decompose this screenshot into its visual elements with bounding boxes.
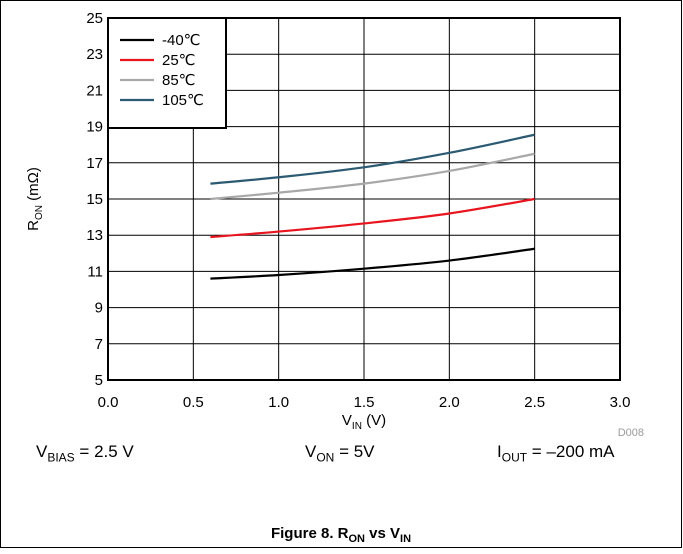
y-tick-label: 19 xyxy=(86,119,103,136)
series-line xyxy=(210,133,535,185)
y-tick-label: 11 xyxy=(87,263,103,280)
y-axis-label: RON (mΩ) xyxy=(25,167,45,231)
caption-sub-in: IN xyxy=(400,533,412,545)
plot-area-border xyxy=(107,17,621,381)
x-tick-label: 3.0 xyxy=(610,394,631,411)
legend-label: 105℃ xyxy=(162,92,204,109)
series-lines xyxy=(210,133,535,280)
x-tick-label: 1.5 xyxy=(354,394,375,411)
von-sub: ON xyxy=(316,450,335,465)
legend: -40℃ 25℃ 85℃ 105℃ xyxy=(107,17,227,129)
x-tick-label: 0.0 xyxy=(98,394,119,411)
x-axis-label-sub: IN xyxy=(352,421,362,432)
y-tick-label: 25 xyxy=(86,10,103,27)
iout-main: I xyxy=(497,442,502,461)
condition-vbias: VBIAS = 2.5 V xyxy=(36,442,134,464)
caption-sub-on: ON xyxy=(348,533,365,545)
chart: 0.0 0.5 1.0 1.5 2.0 2.5 3.0 5 7 9 11 13 15 17 19 21 23 25… xyxy=(25,10,644,439)
y-axis-label-unit: (mΩ) xyxy=(25,167,42,205)
y-tick-label: 17 xyxy=(86,155,103,172)
x-tick-label: 2.5 xyxy=(524,394,545,411)
x-tick-label: 2.0 xyxy=(439,394,460,411)
condition-iout: IOUT = –200 mA xyxy=(497,442,615,464)
iout-sub: OUT xyxy=(501,450,528,465)
series-line xyxy=(210,152,535,201)
y-tick-label: 23 xyxy=(86,46,103,63)
vbias-sub: BIAS xyxy=(47,450,75,465)
y-tick-label: 5 xyxy=(95,372,103,389)
caption-prefix: Figure 8. R xyxy=(270,525,349,542)
vbias-value: = 2.5 V xyxy=(74,442,134,461)
y-tick-label: 15 xyxy=(86,191,103,208)
x-axis-label-main: V xyxy=(342,412,352,429)
y-axis-label-main: R xyxy=(25,220,42,231)
y-axis-label-sub: ON xyxy=(34,205,45,220)
legend-label: 25℃ xyxy=(162,52,196,69)
x-axis-label-unit: (V) xyxy=(362,412,386,429)
series-line xyxy=(210,197,535,239)
x-tick-label: 1.0 xyxy=(268,394,289,411)
von-main: V xyxy=(305,442,317,461)
legend-box xyxy=(107,17,227,129)
von-value: = 5V xyxy=(334,442,375,461)
caption-mid: vs V xyxy=(364,525,401,542)
figure-caption: Figure 8. RON vs VIN xyxy=(0,525,682,545)
x-tick-label: 0.5 xyxy=(183,394,204,411)
y-tick-label: 13 xyxy=(86,227,103,244)
y-tick-label: 21 xyxy=(86,82,103,99)
figure-code: D008 xyxy=(618,427,644,439)
tick-labels: 0.0 0.5 1.0 1.5 2.0 2.5 3.0 5 7 9 11 13 15 17 19 21 23 25 xyxy=(86,10,630,411)
series-line xyxy=(210,247,535,280)
x-axis-label: VIN (V) xyxy=(342,412,386,432)
legend-label: 85℃ xyxy=(162,72,196,89)
y-tick-label: 7 xyxy=(95,336,103,353)
condition-von: VON = 5V xyxy=(305,442,375,464)
legend-label: -40℃ xyxy=(162,32,201,49)
iout-value: = –200 mA xyxy=(527,442,615,461)
y-tick-label: 9 xyxy=(95,300,103,317)
vbias-main: V xyxy=(36,442,48,461)
